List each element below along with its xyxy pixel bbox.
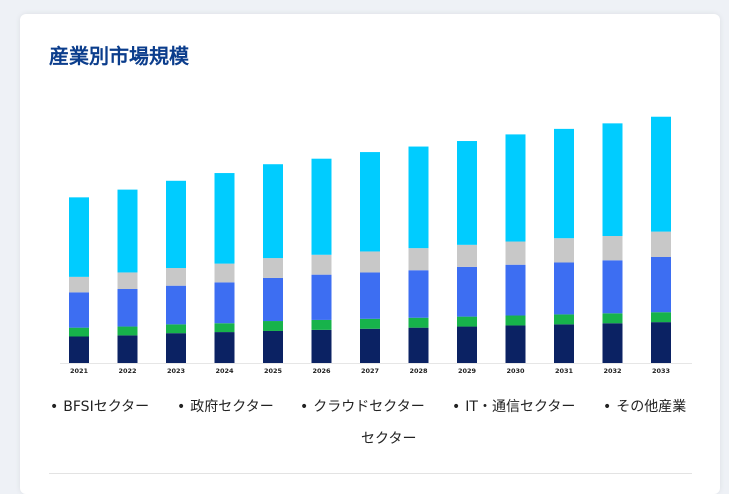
bar-other-2031[interactable]: [554, 128, 574, 239]
bar-cloud-2021[interactable]: [69, 292, 89, 328]
bar-government-2032[interactable]: [602, 313, 623, 324]
bar-other-2023[interactable]: [166, 180, 186, 269]
bar-cloud-2025[interactable]: [263, 277, 283, 322]
x-tick-label: 2026: [312, 367, 331, 375]
bar-government-2025[interactable]: [263, 321, 283, 331]
x-tick-label: 2033: [652, 367, 670, 375]
bar-bfsi-2022[interactable]: [117, 335, 138, 363]
bar-bfsi-2026[interactable]: [311, 329, 332, 363]
bar-government-2031[interactable]: [554, 314, 574, 325]
x-tick-label: 2031: [555, 367, 574, 375]
bar-it-telecom-2025[interactable]: [263, 258, 283, 278]
bar-government-2028[interactable]: [408, 317, 429, 328]
x-tick-label: 2032: [603, 367, 621, 375]
legend-label-bfsi: BFSIセクター: [63, 399, 150, 415]
bar-it-telecom-2031[interactable]: [554, 238, 574, 263]
bar-bfsi-2028[interactable]: [408, 327, 429, 363]
bar-government-2023[interactable]: [166, 324, 186, 334]
bar-bfsi-2023[interactable]: [166, 333, 186, 363]
bar-it-telecom-2024[interactable]: [214, 263, 235, 283]
bar-government-2029[interactable]: [457, 316, 477, 327]
x-tick-label: 2023: [167, 367, 185, 375]
legend: • BFSIセクター • 政府セクター • クラウドセクター • IT・通信セクター •…: [50, 396, 690, 447]
legend-label-other-wrap: セクター: [361, 431, 417, 447]
bar-bfsi-2024[interactable]: [214, 332, 235, 363]
bar-it-telecom-2030[interactable]: [505, 241, 526, 265]
bar-bfsi-2025[interactable]: [263, 330, 283, 363]
legend-label-it-telecom: IT・通信セクター: [465, 399, 576, 415]
bar-other-2025[interactable]: [263, 164, 283, 259]
chart-title: 産業別市場規模: [49, 44, 189, 68]
bar-it-telecom-2022[interactable]: [117, 272, 138, 290]
bar-it-telecom-2029[interactable]: [457, 244, 477, 267]
bar-bfsi-2021[interactable]: [69, 336, 89, 363]
x-tick-label: 2025: [264, 367, 283, 375]
legend-item-bfsi[interactable]: • BFSIセクター: [50, 399, 150, 415]
bar-it-telecom-2028[interactable]: [408, 248, 429, 271]
bar-bfsi-2033[interactable]: [651, 322, 671, 363]
bar-other-2032[interactable]: [602, 123, 623, 236]
bar-cloud-2024[interactable]: [214, 282, 235, 324]
bar-cloud-2029[interactable]: [457, 266, 477, 317]
x-tick-label: 2030: [506, 367, 525, 375]
bar-cloud-2023[interactable]: [166, 285, 186, 325]
bar-government-2030[interactable]: [505, 315, 526, 326]
bar-other-2022[interactable]: [117, 189, 138, 273]
x-tick-label: 2022: [118, 367, 136, 375]
bar-other-2021[interactable]: [69, 197, 89, 277]
bar-other-2029[interactable]: [457, 141, 477, 245]
legend-item-other[interactable]: • その他産業: [603, 399, 687, 415]
x-tick-label: 2027: [361, 367, 379, 375]
stacked-bar-chart: 2021 2022 2023 2024 2025 2026 2027 2028 2029 2030…: [60, 116, 692, 375]
bar-cloud-2030[interactable]: [505, 264, 526, 316]
bar-cloud-2032[interactable]: [602, 260, 623, 314]
bar-bfsi-2030[interactable]: [505, 325, 526, 363]
bar-government-2033[interactable]: [651, 312, 671, 323]
bar-it-telecom-2032[interactable]: [602, 236, 623, 261]
divider: [49, 473, 692, 474]
bar-government-2026[interactable]: [311, 319, 332, 330]
chart-card: 産業別市場規模 2021 2022 2023 2024 2025 2026 2027 2028…: [20, 14, 720, 494]
bar-cloud-2027[interactable]: [360, 272, 380, 319]
legend-item-government[interactable]: • 政府セクター: [177, 399, 274, 415]
bar-cloud-2028[interactable]: [408, 270, 429, 318]
bar-bfsi-2032[interactable]: [602, 323, 623, 363]
bar-other-2030[interactable]: [505, 134, 526, 242]
bar-it-telecom-2033[interactable]: [651, 231, 671, 257]
bar-other-2028[interactable]: [408, 146, 429, 249]
x-tick-label: 2024: [215, 367, 234, 375]
legend-item-cloud[interactable]: • クラウドセクター: [300, 399, 425, 415]
bar-government-2022[interactable]: [117, 326, 138, 336]
legend-item-it-telecom[interactable]: • IT・通信セクター: [452, 399, 576, 415]
x-tick-label: 2029: [458, 367, 477, 375]
bar-cloud-2022[interactable]: [117, 289, 138, 327]
bar-cloud-2033[interactable]: [651, 256, 671, 313]
bar-cloud-2026[interactable]: [311, 274, 332, 320]
bar-bfsi-2027[interactable]: [360, 328, 380, 363]
bar-other-2026[interactable]: [311, 158, 332, 255]
bar-government-2024[interactable]: [214, 323, 235, 333]
bar-government-2027[interactable]: [360, 318, 380, 329]
bar-cloud-2031[interactable]: [554, 262, 574, 315]
legend-label-government: 政府セクター: [190, 399, 274, 415]
x-tick-label: 2028: [409, 367, 428, 375]
bar-bfsi-2029[interactable]: [457, 326, 477, 363]
bar-other-2033[interactable]: [651, 116, 671, 232]
bar-it-telecom-2023[interactable]: [166, 268, 186, 286]
bar-other-2027[interactable]: [360, 152, 380, 252]
bar-government-2021[interactable]: [69, 327, 89, 337]
bar-bfsi-2031[interactable]: [554, 324, 574, 363]
bar-it-telecom-2027[interactable]: [360, 251, 380, 273]
bar-other-2024[interactable]: [214, 173, 235, 264]
legend-label-other: その他産業: [616, 399, 687, 415]
legend-label-cloud: クラウドセクター: [313, 399, 425, 415]
bar-it-telecom-2021[interactable]: [69, 276, 89, 293]
bar-it-telecom-2026[interactable]: [311, 254, 332, 275]
x-tick-label: 2021: [70, 367, 89, 375]
